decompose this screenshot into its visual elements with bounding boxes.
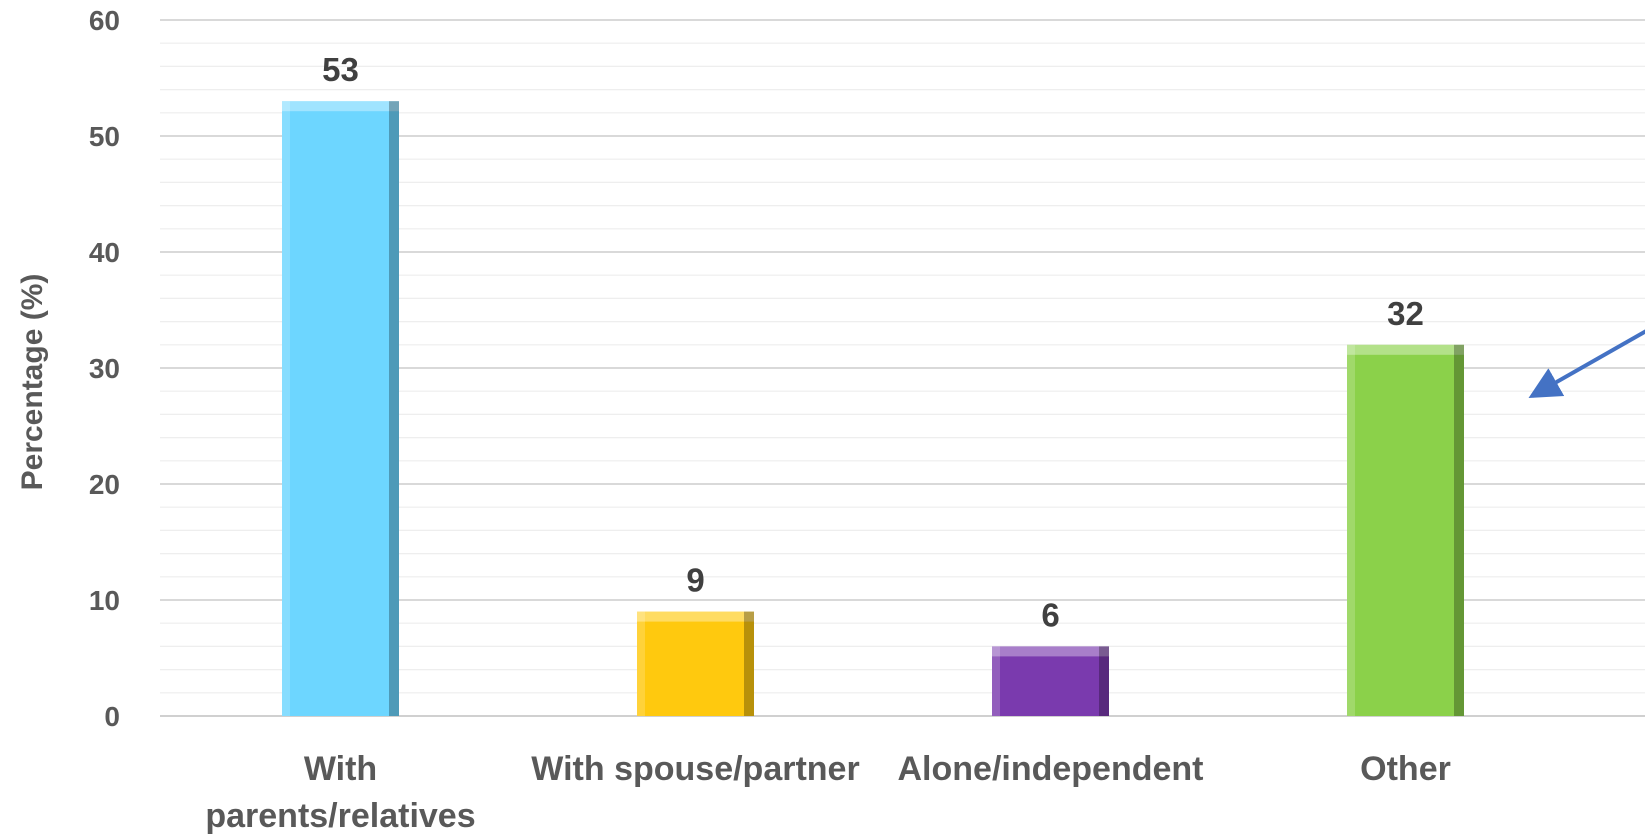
y-tick-label: 30 xyxy=(89,353,120,384)
bar-right-bevel xyxy=(1454,344,1464,716)
data-label: 6 xyxy=(1041,596,1059,633)
bar-right-bevel xyxy=(389,101,399,716)
bar-body xyxy=(637,611,754,716)
bars xyxy=(282,101,1464,716)
bar-left-bevel xyxy=(1347,344,1355,716)
y-axis-ticks: 0 10 20 30 40 50 60 xyxy=(89,5,120,732)
bar-highlight xyxy=(992,646,1109,657)
bar-highlight xyxy=(282,101,399,112)
bar xyxy=(282,101,399,716)
x-tick-label: Other xyxy=(1360,750,1451,788)
bar-body xyxy=(992,646,1109,716)
y-axis-label: Percentage (%) xyxy=(16,274,49,491)
data-label: 9 xyxy=(686,562,704,599)
bar-body xyxy=(1347,344,1464,716)
data-label: 32 xyxy=(1387,295,1424,332)
category-labels: With parents/relatives With spouse/partner… xyxy=(205,750,1450,835)
bar xyxy=(1347,344,1464,716)
x-tick-label: Alone/independent xyxy=(898,750,1204,788)
bar-body xyxy=(282,101,399,716)
bar-right-bevel xyxy=(1099,646,1109,716)
data-labels: 53 9 6 32 xyxy=(322,51,1424,633)
x-tick-label: parents/relatives xyxy=(205,797,475,835)
bar xyxy=(992,646,1109,716)
annotation-arrow xyxy=(1528,329,1645,398)
y-tick-label: 50 xyxy=(89,121,120,152)
y-tick-label: 0 xyxy=(104,701,120,732)
y-tick-label: 10 xyxy=(89,585,120,616)
bar-highlight xyxy=(1347,344,1464,355)
bar-left-bevel xyxy=(282,101,290,716)
bar-left-bevel xyxy=(992,646,1000,716)
y-tick-label: 20 xyxy=(89,469,120,500)
bar xyxy=(637,611,754,716)
x-tick-label: With spouse/partner xyxy=(531,750,859,788)
y-tick-label: 60 xyxy=(89,5,120,36)
x-tick-label: With xyxy=(304,750,377,788)
bar-left-bevel xyxy=(637,611,645,716)
bar-right-bevel xyxy=(744,611,754,716)
bar-highlight xyxy=(637,611,754,622)
y-tick-label: 40 xyxy=(89,237,120,268)
data-label: 53 xyxy=(322,51,359,88)
